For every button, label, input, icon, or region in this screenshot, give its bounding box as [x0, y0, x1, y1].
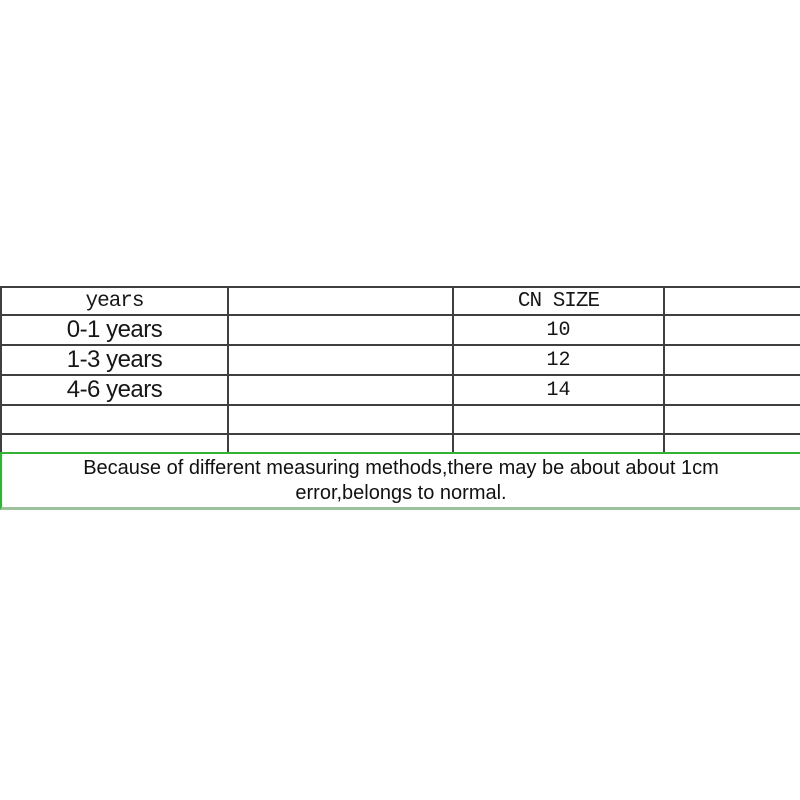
header-cell-years: years [0, 286, 229, 316]
cell-empty [227, 374, 454, 406]
cell-size-14: 14 [452, 374, 665, 406]
cell-age-0-1: 0-1 years [0, 314, 229, 346]
cell-empty [663, 314, 800, 346]
table-row: 4-6 years 14 [0, 374, 800, 406]
table-row: 0-1 years 10 [0, 314, 800, 346]
table-row: 1-3 years 12 [0, 344, 800, 376]
size-chart-table: years CN SIZE 0-1 years 10 1-3 years 12 … [0, 286, 800, 457]
measuring-note-box: Because of different measuring methods,t… [0, 452, 800, 510]
cell-age-4-6: 4-6 years [0, 374, 229, 406]
header-cell-empty-2 [663, 286, 800, 316]
cell-empty [452, 404, 665, 435]
header-cell-cn-size: CN SIZE [452, 286, 665, 316]
cell-empty [227, 314, 454, 346]
note-line-2: error,belongs to normal. [295, 481, 507, 504]
cell-empty [663, 344, 800, 376]
cell-empty [663, 374, 800, 406]
header-row: years CN SIZE [0, 286, 800, 316]
header-cell-empty-1 [227, 286, 454, 316]
cell-age-1-3: 1-3 years [0, 344, 229, 376]
table-row-empty [0, 404, 800, 435]
cell-empty [663, 433, 800, 456]
cell-empty [227, 404, 454, 435]
cell-empty [227, 344, 454, 376]
cell-empty [663, 404, 800, 435]
cell-empty [0, 404, 229, 435]
cell-size-12: 12 [452, 344, 665, 376]
cell-size-10: 10 [452, 314, 665, 346]
note-line-1: Because of different measuring methods,t… [83, 456, 719, 479]
